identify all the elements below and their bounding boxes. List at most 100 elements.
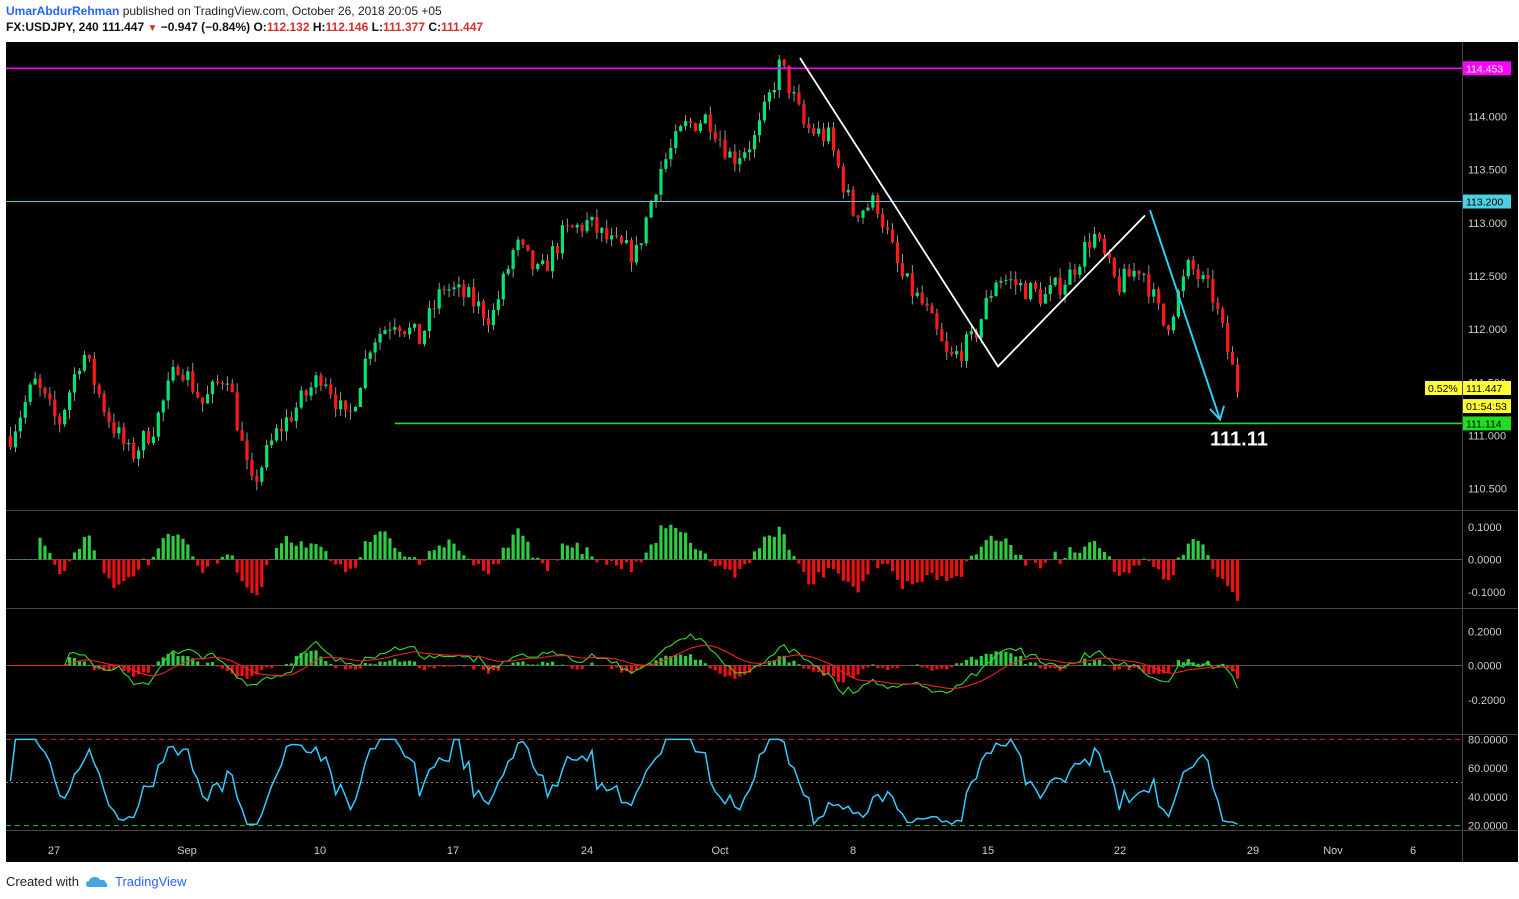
macd-hist-bar [1019, 554, 1023, 560]
candle-body [1024, 283, 1028, 300]
macd2-hist-bar [634, 665, 638, 670]
candle-body [541, 260, 545, 264]
macd-hist-bar [225, 554, 229, 560]
symbol-label[interactable]: FX:USDJPY, 240 [6, 20, 99, 34]
macd2-hist-bar [265, 665, 269, 668]
candle-body [255, 476, 259, 482]
macd2-hist-bar [1201, 663, 1205, 666]
macd-hist-bar [565, 545, 569, 560]
time-tick-label: 8 [850, 845, 856, 857]
macd2-hist-bar [176, 656, 180, 666]
candle-body [348, 410, 353, 412]
candle-body [1068, 269, 1072, 285]
macd-hist-bar [560, 543, 564, 560]
candle-body [555, 246, 560, 254]
author-link[interactable]: UmarAbdurRehman [6, 4, 120, 18]
macd-hist-bar [171, 536, 175, 560]
tradingview-link[interactable]: TradingView [114, 874, 187, 889]
candle-body [708, 114, 712, 132]
candle-body [230, 383, 234, 393]
macd-hist-bar [585, 547, 589, 560]
macd-hist-bar [531, 557, 535, 560]
macd-hist-bar [230, 555, 234, 560]
macd2-hist-bar [664, 655, 668, 666]
macd2-hist-bar [526, 664, 530, 666]
macd2-hist-bar [235, 665, 239, 677]
macd-hist-bar [536, 557, 540, 560]
macd-hist-bar [250, 559, 254, 593]
candle-body [826, 127, 831, 142]
macd2-hist-bar [1127, 665, 1131, 671]
macd-hist-bar [600, 559, 604, 560]
macd-hist-bar [1191, 539, 1195, 560]
macd-hist-bar [945, 559, 949, 582]
chart-canvas[interactable]: 111.11 110.500111.000111.500112.000112.5… [0, 40, 1519, 862]
candle-body [1093, 233, 1097, 248]
macd2-hist-bar [1191, 662, 1195, 666]
candle-body [861, 210, 865, 218]
candle-body [659, 168, 663, 195]
rsi-tick-label: 20.0000 [1468, 821, 1508, 833]
candle-body [550, 246, 555, 272]
time-tick-label: 24 [581, 845, 593, 857]
macd2-hist-bar [314, 650, 318, 666]
candle-body [506, 268, 510, 274]
candle-body [1127, 268, 1131, 277]
candle-body [132, 442, 136, 459]
candle-body [989, 295, 993, 298]
candle-body [752, 135, 757, 150]
close-value: 111.447 [441, 20, 484, 34]
candle-body [186, 371, 190, 380]
macd-hist-bar [639, 559, 643, 563]
macd2-hist-bar [812, 665, 816, 672]
candle-body [1009, 279, 1013, 281]
macd-hist-bar [265, 559, 269, 565]
candle-body [205, 394, 210, 404]
macd2-hist-bar [541, 661, 545, 666]
macd2-hist-bar [304, 652, 308, 666]
candle-body [279, 428, 284, 432]
time-tick-label: 29 [1247, 845, 1259, 857]
macd-hist-bar [1201, 544, 1205, 560]
change-value: −0.947 (−0.84%) [160, 20, 251, 34]
indicators-layer [6, 524, 1462, 827]
candle-body [629, 239, 633, 263]
candle-body [166, 380, 170, 401]
candle-body [674, 131, 678, 149]
macd-hist-bar [1226, 559, 1230, 587]
macd-hist-bar [68, 559, 72, 562]
macd-hist-bar [664, 528, 668, 560]
macd-hist-bar [186, 544, 190, 560]
candle-body [772, 89, 776, 93]
candle-body [595, 216, 599, 233]
macd-hist-bar [570, 547, 574, 560]
macd-hist-bar [826, 559, 831, 569]
level-label-mid-bg [1463, 194, 1511, 209]
macd-hist-bar [53, 559, 57, 565]
macd2-hist-bar [802, 665, 806, 669]
macd2-hist-bar [383, 661, 387, 666]
candle-body [1097, 233, 1102, 239]
candle-body [161, 400, 165, 413]
macd2-hist-bar [1083, 658, 1087, 666]
candle-body [1152, 289, 1156, 297]
macd2-tick-label: 0.0000 [1468, 661, 1502, 673]
macd-hist-bar [437, 545, 441, 560]
macd2-hist-bar [171, 651, 175, 666]
macd-hist-bar [501, 547, 505, 560]
macd2-hist-bar [979, 655, 983, 666]
macd2-hist-bar [890, 665, 895, 668]
macd-hist-bar [1171, 559, 1176, 576]
candle-body [915, 292, 919, 296]
macd2-hist-bar [146, 665, 151, 673]
macd2-hist-bar [210, 662, 215, 666]
candle-body [314, 375, 318, 388]
macd-hist-bar [802, 559, 806, 572]
macd-hist-bar [146, 559, 151, 566]
rsi-tick-label: 60.0000 [1468, 763, 1508, 775]
candle-body [703, 114, 707, 124]
macd-hist-bar [1196, 540, 1200, 560]
macd-hist-bar [506, 547, 510, 560]
macd-hist-bar [156, 548, 160, 560]
macd-hist-bar [1122, 559, 1126, 573]
